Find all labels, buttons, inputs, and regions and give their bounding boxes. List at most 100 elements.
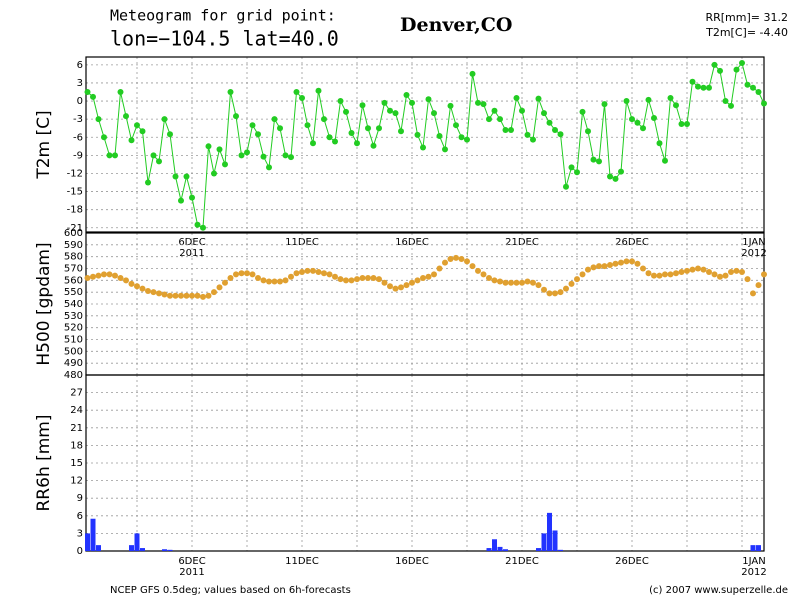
y-tick-label: 9	[77, 493, 83, 504]
point	[348, 277, 355, 284]
point	[288, 273, 294, 280]
point	[662, 157, 668, 164]
point	[629, 258, 635, 265]
point	[706, 84, 712, 91]
point	[299, 269, 305, 276]
point	[458, 134, 465, 141]
point	[112, 272, 118, 279]
point	[425, 96, 432, 103]
y-tick-label: 0	[77, 546, 83, 557]
point	[640, 125, 646, 132]
point	[733, 66, 740, 73]
t2m-value: T2m[C]= -4.40	[705, 26, 788, 39]
y-tick-label: 15	[70, 458, 83, 469]
y-axis-label: RR6h [mm]	[34, 414, 54, 511]
point	[128, 280, 135, 287]
x-tick-year: 2012	[741, 248, 766, 259]
y-tick-label: 500	[64, 346, 83, 357]
bar	[750, 545, 756, 551]
point	[178, 197, 184, 204]
point	[414, 277, 421, 284]
point	[618, 259, 624, 266]
point	[431, 271, 437, 278]
point	[189, 292, 195, 299]
point	[442, 146, 448, 153]
point	[315, 87, 322, 94]
bar	[486, 548, 492, 551]
point	[656, 140, 663, 147]
point	[546, 290, 553, 297]
point	[277, 125, 283, 132]
point	[161, 291, 168, 298]
point	[546, 119, 553, 126]
point	[282, 152, 289, 159]
point	[480, 101, 487, 108]
point	[172, 173, 179, 180]
point	[101, 271, 107, 278]
x-tick-label: 21DEC	[505, 237, 539, 248]
point	[623, 98, 630, 105]
point	[315, 269, 322, 276]
point	[436, 133, 443, 140]
x-tick-label: 11DEC	[285, 556, 319, 567]
point	[84, 274, 91, 281]
y-tick-label: -15	[67, 187, 83, 198]
y-tick-label: 490	[64, 358, 83, 369]
point	[178, 292, 184, 299]
point	[90, 93, 96, 100]
point	[497, 116, 503, 123]
point	[161, 116, 168, 123]
point	[255, 131, 261, 138]
point	[695, 83, 701, 90]
point	[194, 292, 201, 299]
point	[304, 122, 311, 129]
point	[123, 277, 129, 284]
point	[585, 128, 591, 135]
point	[590, 264, 597, 271]
point	[123, 113, 129, 120]
point	[387, 283, 393, 290]
point	[282, 277, 289, 284]
point	[711, 61, 718, 68]
point	[722, 98, 729, 105]
point	[84, 89, 91, 95]
point	[398, 284, 404, 291]
x-tick-label: 16DEC	[395, 556, 429, 567]
point	[689, 266, 696, 273]
point	[304, 267, 311, 274]
point	[425, 273, 432, 280]
y-tick-label: 590	[64, 240, 83, 251]
point	[321, 270, 327, 277]
point	[524, 278, 531, 285]
point	[233, 271, 239, 278]
point	[183, 173, 190, 180]
point	[409, 279, 415, 286]
point	[167, 131, 173, 138]
point	[90, 273, 96, 280]
point	[392, 285, 399, 292]
point	[755, 89, 762, 95]
point	[684, 267, 690, 274]
bar	[756, 545, 761, 551]
point	[260, 153, 267, 160]
point	[579, 271, 586, 278]
y-tick-label: 550	[64, 287, 83, 298]
point	[761, 100, 767, 107]
point	[249, 271, 256, 278]
y-tick-label: 480	[64, 370, 83, 381]
point	[150, 152, 157, 159]
point	[475, 267, 481, 274]
point	[205, 292, 212, 299]
point	[310, 267, 316, 274]
point	[508, 279, 514, 286]
y-tick-label: 18	[70, 440, 83, 451]
point	[695, 265, 701, 272]
point	[700, 84, 707, 91]
point	[431, 110, 437, 117]
point	[134, 283, 140, 290]
y-tick-label: 530	[64, 311, 83, 322]
point	[167, 292, 173, 299]
point	[332, 138, 338, 145]
point	[711, 271, 718, 278]
point	[728, 102, 734, 109]
